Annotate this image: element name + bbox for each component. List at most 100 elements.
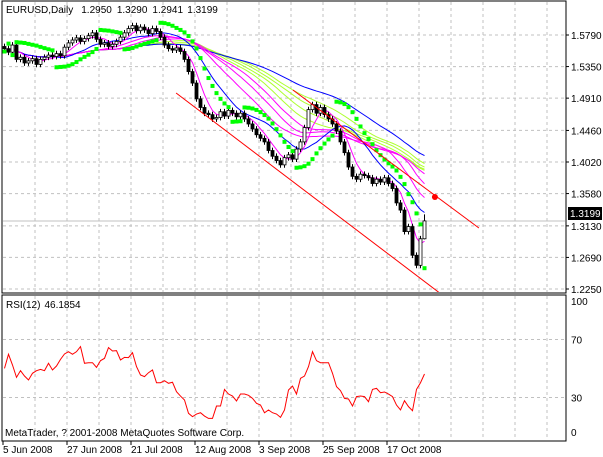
candle[interactable] <box>390 180 395 192</box>
candle[interactable] <box>362 171 367 179</box>
candle[interactable] <box>262 135 267 145</box>
candle[interactable] <box>246 116 251 127</box>
candle[interactable] <box>54 50 59 60</box>
candle[interactable] <box>182 48 187 63</box>
candle[interactable] <box>122 29 127 41</box>
candle[interactable] <box>142 24 147 33</box>
candle[interactable] <box>50 52 55 60</box>
candle[interactable] <box>298 139 303 152</box>
candle[interactable] <box>70 37 75 46</box>
candle[interactable] <box>342 139 347 156</box>
candle[interactable] <box>194 80 199 102</box>
candle[interactable] <box>274 153 279 164</box>
candle[interactable] <box>242 110 247 122</box>
candle[interactable] <box>346 149 351 170</box>
candle[interactable] <box>406 223 411 235</box>
candle[interactable] <box>82 35 87 45</box>
candle[interactable] <box>422 214 427 240</box>
candle[interactable] <box>222 108 227 119</box>
candle[interactable] <box>34 55 39 68</box>
candle[interactable] <box>98 36 103 48</box>
candle[interactable] <box>38 56 43 68</box>
candle[interactable] <box>30 55 35 64</box>
candle[interactable] <box>266 139 271 154</box>
candle[interactable] <box>22 54 27 66</box>
candle[interactable] <box>258 131 263 142</box>
candle[interactable] <box>338 128 343 145</box>
candle[interactable] <box>286 151 291 161</box>
candle[interactable] <box>206 110 211 118</box>
candle[interactable] <box>278 157 283 168</box>
trendline[interactable] <box>292 89 480 229</box>
candle[interactable] <box>90 29 95 39</box>
candle[interactable] <box>78 35 83 45</box>
candle[interactable] <box>374 176 379 187</box>
candle[interactable] <box>350 164 355 180</box>
candle[interactable] <box>414 252 419 269</box>
candle[interactable] <box>410 223 415 259</box>
candle[interactable] <box>174 45 179 53</box>
candle[interactable] <box>394 185 399 206</box>
candle[interactable] <box>106 40 111 50</box>
candle[interactable] <box>218 108 223 121</box>
candle[interactable] <box>382 174 387 185</box>
candle[interactable] <box>366 172 371 181</box>
candle[interactable] <box>282 154 287 168</box>
candle[interactable] <box>418 235 423 269</box>
candle[interactable] <box>126 25 131 36</box>
candle[interactable] <box>134 22 139 34</box>
candle[interactable] <box>14 42 19 63</box>
candle[interactable] <box>358 171 363 183</box>
candle[interactable] <box>254 126 259 138</box>
candle[interactable] <box>94 29 99 43</box>
candle[interactable] <box>378 176 383 185</box>
candle[interactable] <box>230 107 235 117</box>
candle[interactable] <box>102 40 107 48</box>
candle[interactable] <box>46 52 51 61</box>
candle[interactable] <box>198 95 203 111</box>
candle[interactable] <box>42 54 47 63</box>
candle[interactable] <box>386 174 391 187</box>
candle[interactable] <box>18 54 23 63</box>
candle[interactable] <box>398 200 403 213</box>
candle[interactable] <box>170 45 175 53</box>
trendline[interactable] <box>175 92 445 297</box>
candle[interactable] <box>158 28 163 41</box>
candle[interactable] <box>214 114 219 122</box>
candle[interactable] <box>334 121 339 135</box>
candle[interactable] <box>58 50 63 59</box>
candle[interactable] <box>234 110 239 120</box>
candle[interactable] <box>110 41 115 50</box>
candle[interactable] <box>138 24 143 34</box>
candle[interactable] <box>114 38 119 48</box>
candle[interactable] <box>186 56 191 75</box>
candle[interactable] <box>118 34 123 45</box>
trendline-anchor[interactable] <box>431 194 438 201</box>
candle[interactable] <box>250 121 255 132</box>
candle[interactable] <box>270 147 275 160</box>
candle[interactable] <box>226 107 231 119</box>
candles[interactable] <box>2 22 427 269</box>
candle[interactable] <box>322 104 327 118</box>
candle[interactable] <box>26 57 31 66</box>
candle[interactable] <box>130 22 135 32</box>
candle[interactable] <box>62 44 67 59</box>
candle[interactable] <box>166 42 171 52</box>
candle[interactable] <box>6 45 11 56</box>
candle[interactable] <box>402 207 407 235</box>
candle[interactable] <box>74 35 79 43</box>
candle[interactable] <box>178 45 183 55</box>
trendlines[interactable] <box>175 89 480 297</box>
candle[interactable] <box>370 174 375 187</box>
candle[interactable] <box>238 110 243 120</box>
candle[interactable] <box>150 25 155 37</box>
candle[interactable] <box>354 173 359 183</box>
candle[interactable] <box>162 34 167 48</box>
candle[interactable] <box>294 146 299 162</box>
candle[interactable] <box>290 151 295 162</box>
candle[interactable] <box>302 124 307 145</box>
candle[interactable] <box>86 32 91 42</box>
candle[interactable] <box>66 40 71 51</box>
candle[interactable] <box>146 27 151 37</box>
